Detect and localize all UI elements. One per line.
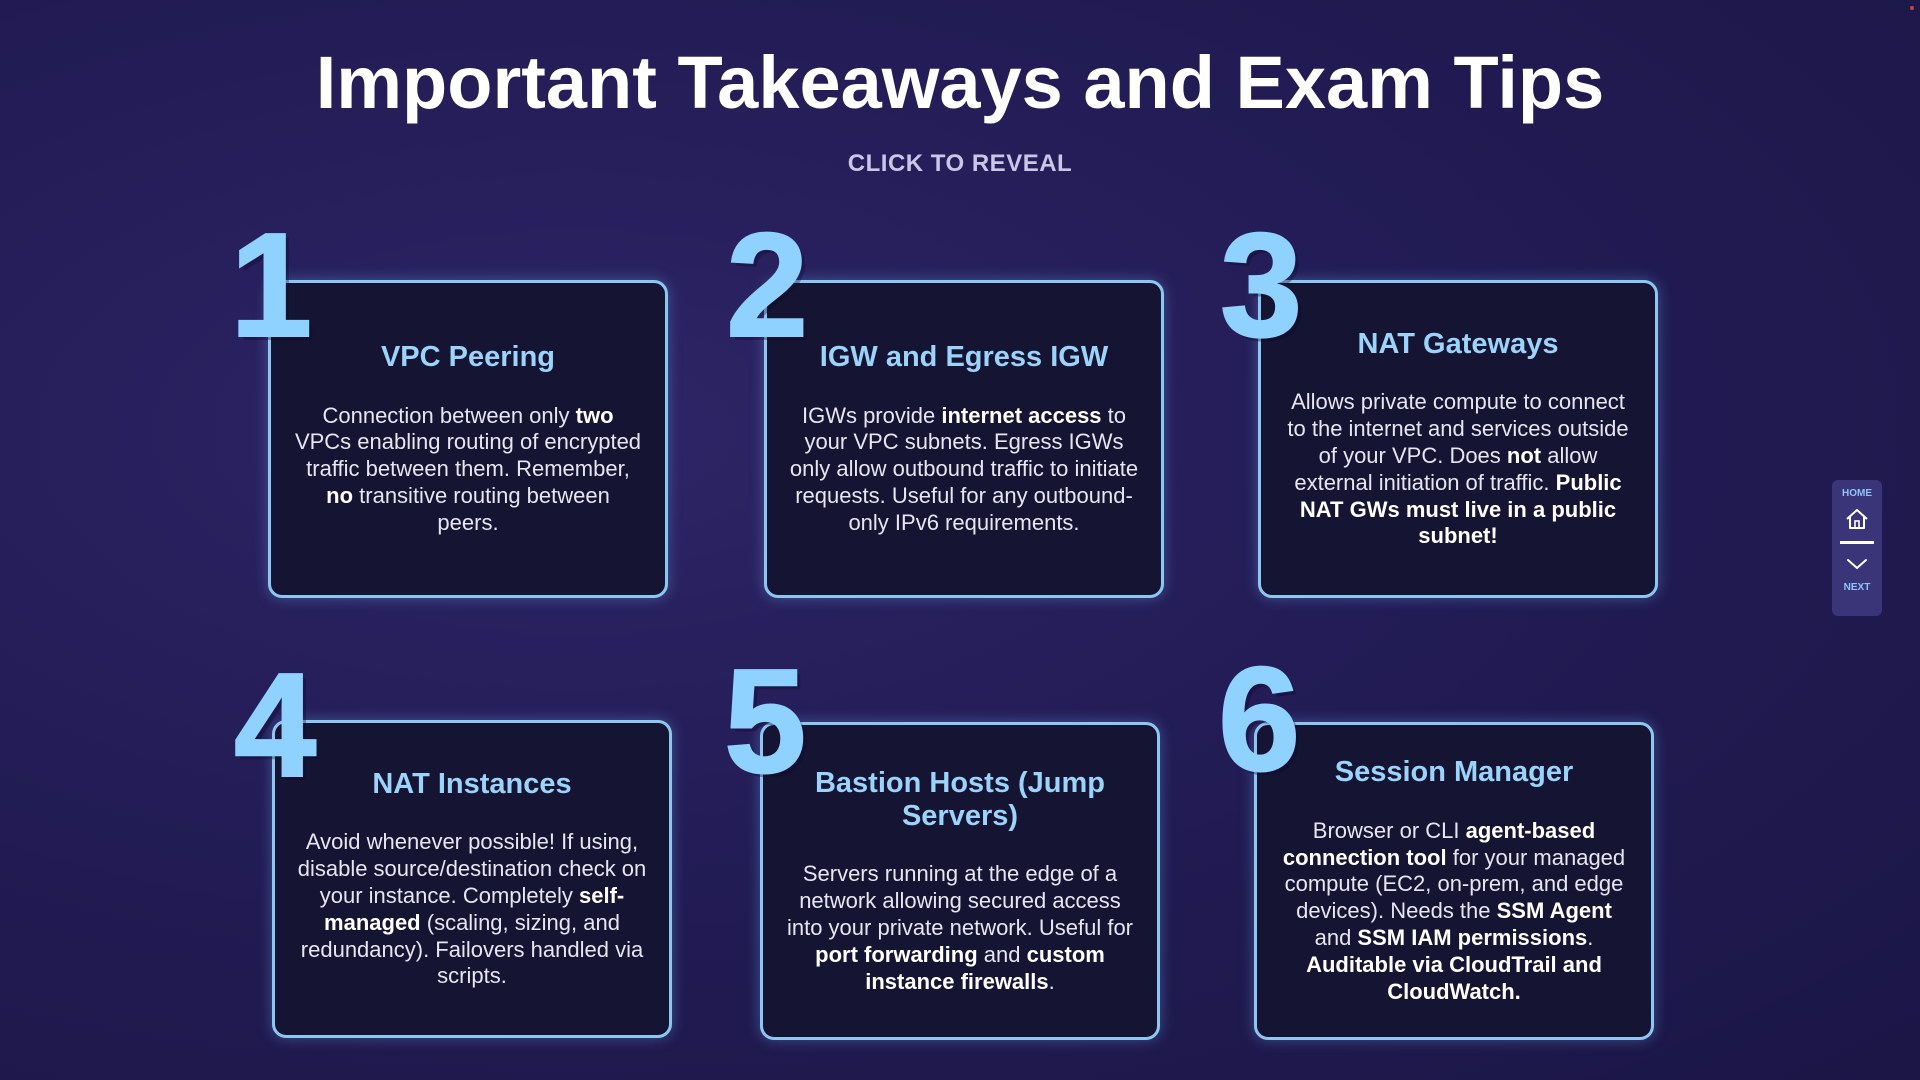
- card-body-text: Allows private compute to connect to the…: [1287, 389, 1629, 468]
- card-body: Avoid whenever possible! If using, disab…: [297, 829, 647, 990]
- card-number: 2: [725, 203, 809, 368]
- card-body-emphasis: not: [1506, 442, 1542, 468]
- card-body-text: and: [977, 941, 1027, 967]
- card-title: Bastion Hosts (Jump Servers): [814, 766, 1106, 832]
- chevron-down-icon[interactable]: [1843, 550, 1871, 578]
- card-body-text: VPCs enabling routing of encrypted traff…: [294, 429, 642, 482]
- card-title: Session Manager: [1334, 756, 1574, 789]
- card-title: VPC Peering: [380, 341, 556, 374]
- takeaway-tile-4[interactable]: NAT Instances Avoid whenever possible! I…: [233, 651, 672, 1038]
- home-icon[interactable]: [1843, 505, 1871, 533]
- card-title: NAT Gateways: [1357, 327, 1559, 360]
- side-navigation: HOME NEXT: [1832, 480, 1882, 616]
- takeaway-card[interactable]: Bastion Hosts (Jump Servers) Servers run…: [760, 722, 1160, 1040]
- card-body-emphasis: port forwarding: [815, 941, 978, 967]
- page-title: Important Takeaways and Exam Tips: [315, 41, 1605, 124]
- card-body-text: for your managed compute (EC2, on-prem, …: [1284, 844, 1626, 924]
- nav-divider: [1840, 541, 1874, 544]
- card-body-emphasis: two: [575, 402, 614, 428]
- card-body-text: (scaling, sizing, and redundancy). Failo…: [300, 909, 644, 989]
- card-body-text: allow external initiation of traffic.: [1294, 442, 1598, 495]
- card-title: IGW and Egress IGW: [819, 341, 1109, 374]
- card-number: 5: [723, 639, 807, 804]
- card-body-text: IGWs provide: [801, 402, 942, 428]
- card-body: Servers running at the edge of a network…: [785, 861, 1135, 995]
- takeaway-card[interactable]: NAT Instances Avoid whenever possible! I…: [272, 720, 672, 1038]
- card-body: IGWs provide internet access to your VPC…: [789, 403, 1139, 537]
- card-body-emphasis: self-managed: [324, 882, 625, 935]
- card-body-emphasis: SSM Agent: [1496, 898, 1612, 924]
- takeaway-tile-6[interactable]: Session Manager Browser or CLI agent-bas…: [1217, 645, 1654, 1040]
- card-title: NAT Instances: [372, 767, 572, 800]
- takeaway-card[interactable]: Session Manager Browser or CLI agent-bas…: [1254, 722, 1654, 1040]
- card-body-text: .: [1587, 925, 1594, 951]
- card-body-emphasis: Public NAT GWs must live in a public sub…: [1299, 469, 1622, 549]
- takeaway-card[interactable]: NAT Gateways Allows private compute to c…: [1258, 280, 1658, 598]
- card-body: Allows private compute to connect to the…: [1283, 389, 1633, 550]
- card-body-text: Avoid whenever possible! If using, disab…: [297, 829, 647, 908]
- takeaway-tile-3[interactable]: NAT Gateways Allows private compute to c…: [1219, 211, 1658, 598]
- card-body-text: transitive routing between peers.: [353, 483, 610, 535]
- card-body-emphasis: internet access: [941, 402, 1102, 428]
- card-number: 3: [1219, 203, 1303, 368]
- card-number: 6: [1217, 637, 1301, 802]
- takeaway-tile-1[interactable]: VPC Peering Connection between only two …: [229, 211, 668, 598]
- card-body-text: Connection between only: [322, 402, 576, 428]
- takeaway-tile-2[interactable]: IGW and Egress IGW IGWs provide internet…: [725, 211, 1164, 598]
- card-body-text: Browser or CLI: [1312, 817, 1466, 843]
- click-to-reveal-label[interactable]: CLICK TO REVEAL: [847, 150, 1073, 177]
- takeaway-card[interactable]: VPC Peering Connection between only two …: [268, 280, 668, 598]
- card-body-text: and: [1314, 925, 1358, 951]
- status-dot: [1910, 6, 1914, 10]
- card-body-text: to your VPC subnets. Egress IGWs only al…: [789, 402, 1139, 535]
- card-body: Browser or CLI agent-based connection to…: [1279, 818, 1629, 1006]
- card-body-text: .: [1048, 968, 1055, 994]
- home-label[interactable]: HOME: [1842, 488, 1872, 499]
- card-number: 4: [233, 643, 317, 808]
- card-body-emphasis: custom instance firewalls: [865, 941, 1105, 994]
- takeaway-tile-5[interactable]: Bastion Hosts (Jump Servers) Servers run…: [723, 647, 1160, 1040]
- card-body-emphasis: Auditable via CloudTrail and CloudWatch.: [1306, 951, 1602, 1004]
- card-body-emphasis: agent-based connection tool: [1282, 817, 1596, 870]
- takeaway-card[interactable]: IGW and Egress IGW IGWs provide internet…: [764, 280, 1164, 598]
- card-number: 1: [229, 203, 313, 368]
- card-body-emphasis: SSM IAM permissions: [1357, 925, 1588, 951]
- next-label[interactable]: NEXT: [1843, 582, 1871, 593]
- card-body-text: Servers running at the edge of a network…: [786, 861, 1134, 940]
- card-body-emphasis: no: [326, 483, 354, 509]
- card-body: Connection between only two VPCs enablin…: [293, 403, 643, 537]
